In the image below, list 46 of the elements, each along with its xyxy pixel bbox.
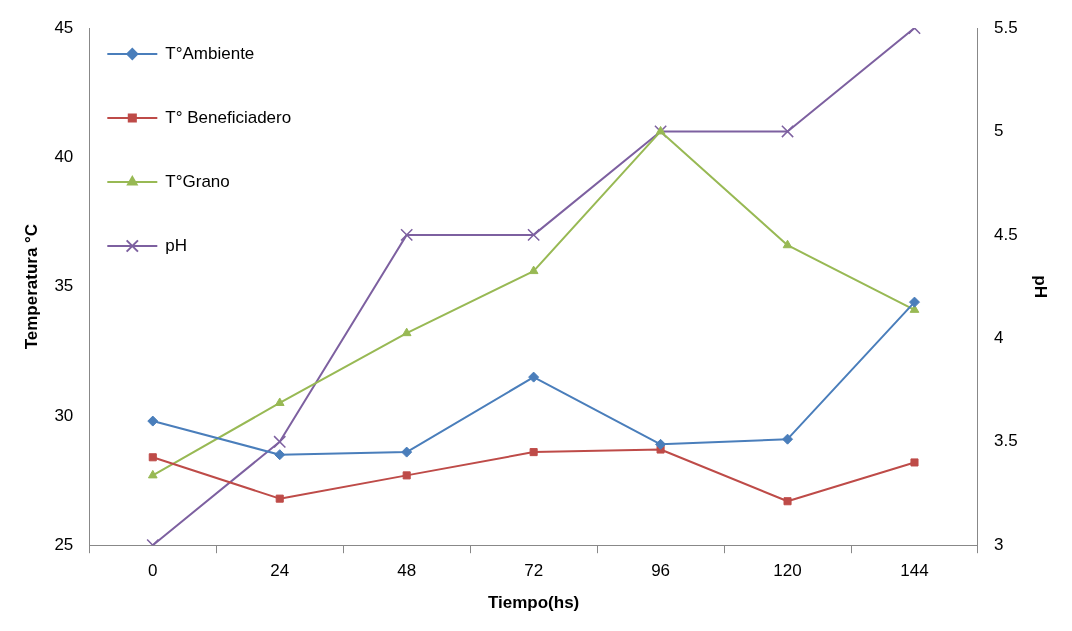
- legend-label: pH: [165, 235, 188, 255]
- point: [528, 371, 540, 383]
- point: [527, 228, 541, 242]
- point: [908, 296, 920, 308]
- legend-label: T° Beneficiadero: [165, 107, 292, 127]
- x-axis-title: Tiempo(hs): [487, 593, 580, 613]
- legend-label: T°Grano: [165, 171, 230, 191]
- y2-tick-label: 3: [993, 534, 1004, 554]
- point: [401, 327, 412, 337]
- y-tick-label: 35: [54, 276, 74, 296]
- point: [910, 458, 919, 467]
- y2-axis-title: pH: [1031, 275, 1051, 298]
- y-tick-label: 45: [54, 17, 74, 37]
- y2-tick-label: 4.5: [993, 224, 1018, 244]
- point: [909, 304, 920, 313]
- y-tick-label: 25: [54, 534, 74, 554]
- point: [783, 497, 792, 506]
- point: [275, 494, 284, 503]
- y2-tick-label: 5.5: [993, 17, 1018, 37]
- x-tick-label: 72: [524, 561, 544, 581]
- point: [529, 448, 538, 457]
- point: [402, 471, 411, 480]
- y2-tick-label: 3.5: [993, 431, 1018, 451]
- x-tick-label: 0: [148, 561, 158, 581]
- point: [400, 228, 414, 242]
- point: [147, 469, 158, 479]
- point: [782, 433, 794, 445]
- y-axis-title: Temperatura °C: [21, 223, 41, 350]
- legend-label: T°Ambiente: [165, 43, 255, 63]
- point: [782, 239, 793, 249]
- point: [147, 415, 159, 427]
- point: [781, 125, 794, 138]
- point: [274, 397, 285, 406]
- x-tick-label: 96: [651, 561, 671, 581]
- y-tick-label: 40: [54, 146, 74, 166]
- x-tick-label: 24: [270, 561, 290, 581]
- x-tick-label: 144: [900, 561, 929, 581]
- x-tick-label: 120: [773, 561, 802, 581]
- y-tick-label: 30: [54, 405, 74, 425]
- point: [148, 453, 157, 462]
- x-tick-label: 48: [397, 561, 417, 581]
- point: [528, 265, 539, 275]
- point: [274, 449, 286, 461]
- point: [401, 446, 413, 458]
- y2-tick-label: 4: [993, 328, 1004, 348]
- y2-tick-label: 5: [993, 121, 1004, 141]
